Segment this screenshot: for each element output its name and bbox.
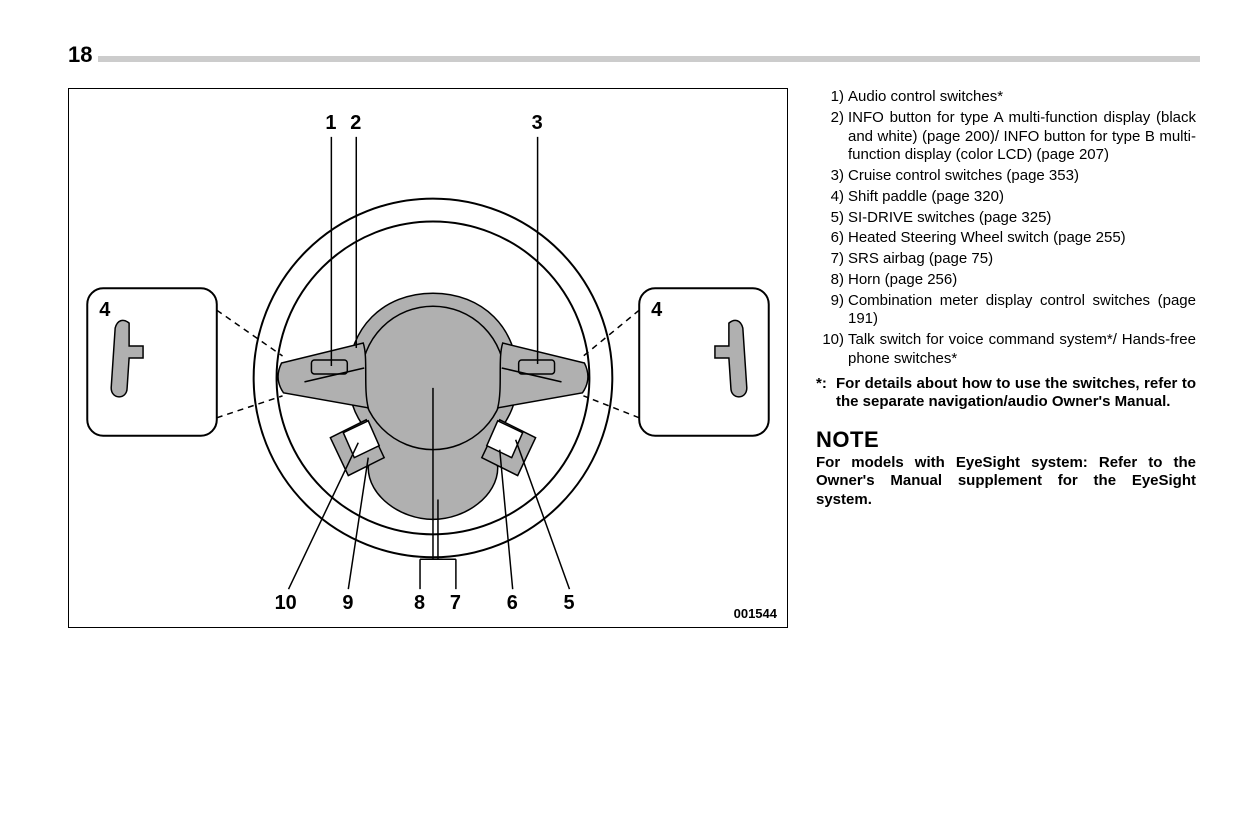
- callout-9: 9: [342, 592, 353, 614]
- legend-item: 6)Heated Steering Wheel switch (page 255…: [816, 229, 1196, 248]
- footnote-mark: *:: [816, 375, 836, 413]
- legend-item: 5)SI-DRIVE switches (page 325): [816, 209, 1196, 228]
- figure-box: 4 4 1 2 3 10: [68, 88, 788, 628]
- callout-4-right: 4: [651, 299, 662, 321]
- note-body: For models with EyeSight system: Refer t…: [816, 454, 1196, 510]
- legend-list: 1)Audio control switches* 2)INFO button …: [816, 88, 1196, 369]
- legend-item: 9)Combination meter display control swit…: [816, 292, 1196, 330]
- callout-5: 5: [563, 592, 574, 614]
- footnote-text: For details about how to use the switche…: [836, 375, 1196, 413]
- callout-3: 3: [532, 112, 543, 134]
- header-rule: [98, 56, 1200, 62]
- callout-6: 6: [507, 592, 518, 614]
- legend-item: 3)Cruise control switches (page 353): [816, 167, 1196, 186]
- legend-item: 2)INFO button for type A multi-function …: [816, 109, 1196, 165]
- footnote: *: For details about how to use the swit…: [816, 375, 1196, 413]
- legend-item: 1)Audio control switches*: [816, 88, 1196, 107]
- content-row: 4 4 1 2 3 10: [68, 88, 1200, 628]
- callout-4-left: 4: [99, 299, 110, 321]
- callout-2: 2: [350, 112, 361, 134]
- page-number: 18: [68, 42, 92, 68]
- callout-10: 10: [275, 592, 297, 614]
- legend-item: 7)SRS airbag (page 75): [816, 250, 1196, 269]
- note-heading: NOTE: [816, 426, 1196, 454]
- callout-8: 8: [414, 592, 425, 614]
- legend-item: 8)Horn (page 256): [816, 271, 1196, 290]
- callout-1: 1: [325, 112, 336, 134]
- legend-column: 1)Audio control switches* 2)INFO button …: [816, 88, 1196, 628]
- figure-id: 001544: [734, 606, 777, 621]
- steering-wheel-diagram: 4 4 1 2 3 10: [69, 89, 787, 627]
- legend-item: 10)Talk switch for voice command system*…: [816, 331, 1196, 369]
- callout-7: 7: [450, 592, 461, 614]
- legend-item: 4)Shift paddle (page 320): [816, 188, 1196, 207]
